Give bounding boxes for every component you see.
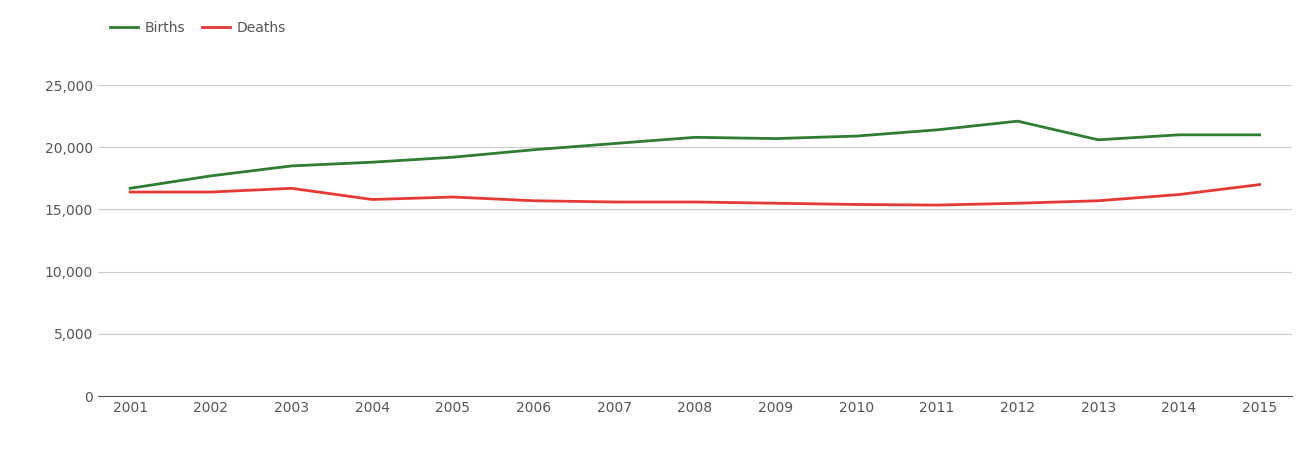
Line: Deaths: Deaths: [130, 184, 1259, 205]
Deaths: [1171, 192, 1186, 197]
Deaths: [607, 199, 622, 205]
Births: [767, 136, 783, 141]
Births: [526, 147, 542, 153]
Births: [364, 159, 380, 165]
Line: Births: Births: [130, 121, 1259, 188]
Deaths: [929, 202, 945, 208]
Births: [607, 141, 622, 146]
Births: [204, 173, 219, 179]
Births: [1171, 132, 1186, 138]
Deaths: [848, 202, 864, 207]
Births: [1251, 132, 1267, 138]
Deaths: [123, 189, 138, 195]
Deaths: [204, 189, 219, 195]
Births: [848, 133, 864, 139]
Births: [123, 185, 138, 191]
Births: [1091, 137, 1107, 143]
Deaths: [688, 199, 703, 205]
Deaths: [283, 185, 299, 191]
Births: [1010, 118, 1026, 124]
Deaths: [364, 197, 380, 202]
Births: [283, 163, 299, 169]
Deaths: [1251, 182, 1267, 187]
Legend: Births, Deaths: Births, Deaths: [104, 15, 292, 40]
Deaths: [1091, 198, 1107, 203]
Deaths: [445, 194, 461, 200]
Births: [929, 127, 945, 133]
Births: [445, 154, 461, 160]
Deaths: [526, 198, 542, 203]
Deaths: [1010, 201, 1026, 206]
Deaths: [767, 201, 783, 206]
Births: [688, 135, 703, 140]
